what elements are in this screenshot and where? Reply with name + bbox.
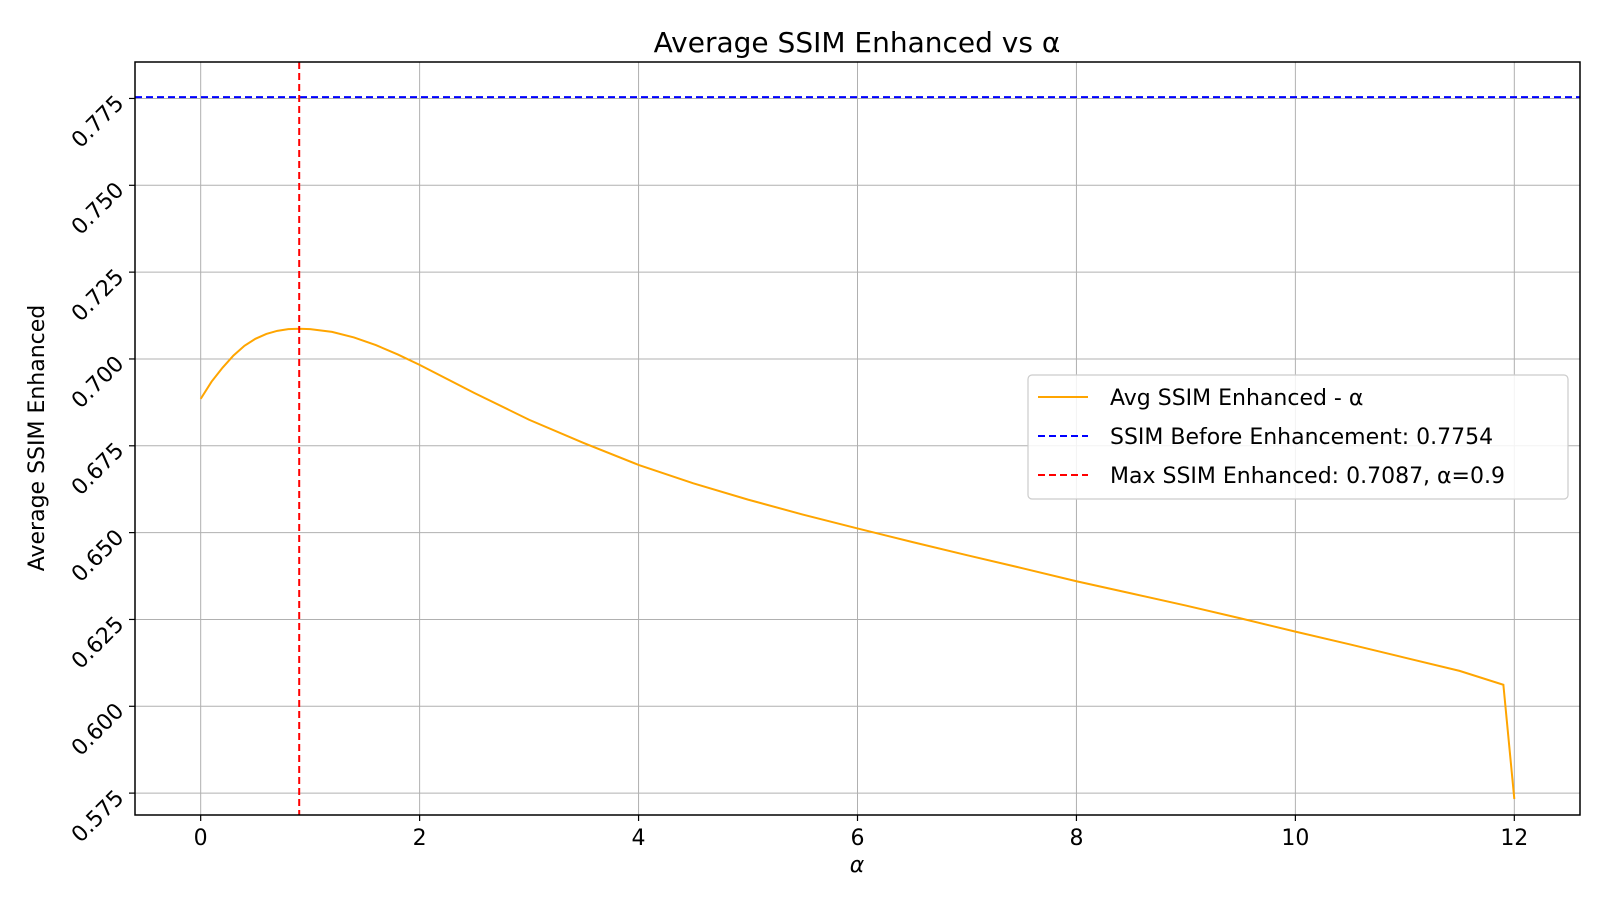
series-layer [135,62,1580,815]
x-tick-label: 4 [632,826,646,851]
x-tick-label: 2 [413,826,427,851]
grid [135,62,1580,815]
x-axis-ticks: 0 2 4 6 8 10 12 [194,815,1528,851]
legend-label-max-ssim-enhanced: Max SSIM Enhanced: 0.7087, α=0.9 [1110,464,1505,489]
legend-label-avg-ssim-enhanced: Avg SSIM Enhanced - α [1110,386,1363,411]
x-tick-label: 12 [1500,826,1528,851]
legend-label-ssim-before-enhancement: SSIM Before Enhancement: 0.7754 [1110,425,1493,450]
x-axis-label: α [850,853,865,878]
x-tick-label: 6 [851,826,865,851]
legend: Avg SSIM Enhanced - α SSIM Before Enhanc… [1027,374,1569,500]
chart-title: Average SSIM Enhanced vs α [654,26,1061,59]
series-line-avg-ssim-enhanced [199,327,1516,800]
legend-box [1027,374,1569,500]
x-tick-label: 10 [1281,826,1309,851]
y-axis-label: Average SSIM Enhanced [25,305,50,572]
x-tick-label: 8 [1069,826,1083,851]
x-tick-label: 0 [194,826,208,851]
